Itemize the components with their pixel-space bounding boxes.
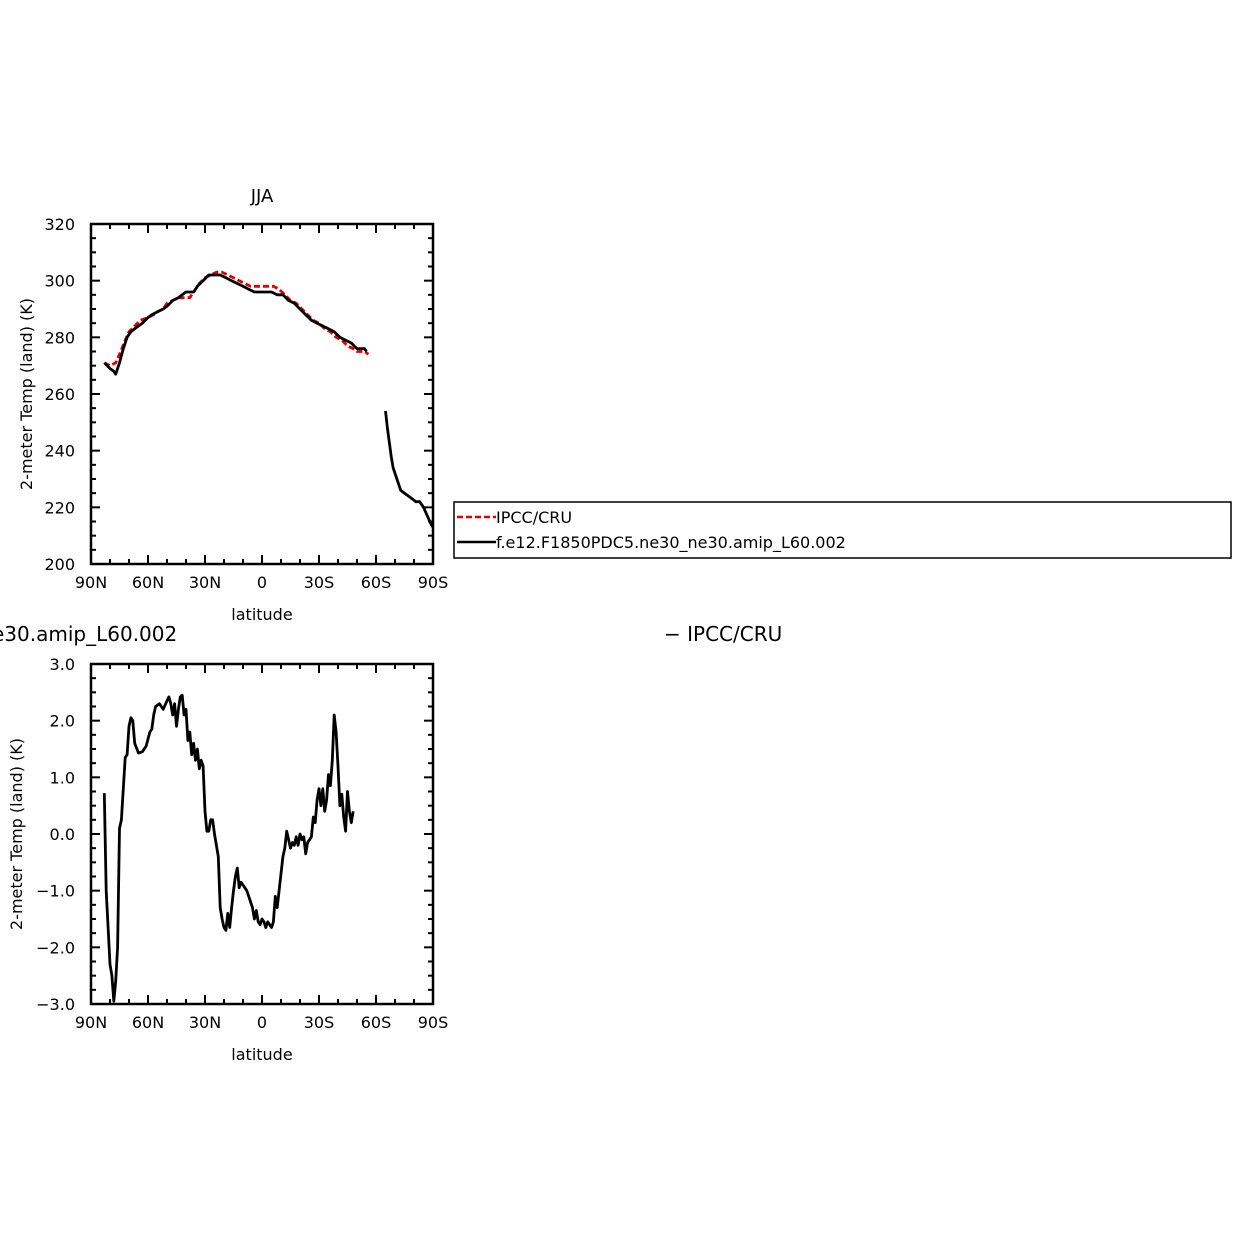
legend-label-model: f.e12.F1850PDC5.ne30_ne30.amip_L60.002 (496, 533, 846, 553)
top-panel-axes: 90N 60N 30N 0 30S 60S 90S 200 220 240 260 280 300 320 (44, 215, 448, 592)
panel-top: JJA 90N 60N 30N 0 30S 60S 90S 200 220 240 260 280 30… (17, 186, 448, 624)
top-ytick-label: 260 (44, 385, 75, 404)
top-ytick-label: 240 (44, 442, 75, 461)
bottom-xtick-label: 30N (189, 1013, 221, 1032)
panel-bottom: e30.amip_L60.002 − IPCC/CRU 90N 60N 30N 0 30… (0, 622, 782, 1064)
bottom-panel-ylabel: 2-meter Temp (land) (K) (7, 738, 26, 930)
top-series-line-0 (103, 270, 370, 368)
bottom-plot-frame (89, 662, 435, 1006)
bottom-ytick-label: 2.0 (50, 712, 75, 731)
bottom-xtick-label: 90N (75, 1013, 107, 1032)
legend: IPCC/CRU f.e12.F1850PDC5.ne30_ne30.amip_… (453, 501, 1232, 559)
bottom-ytick-label: 3.0 (50, 655, 75, 674)
bottom-ytick-label: 0.0 (50, 825, 75, 844)
bottom-ytick-label: 1.0 (50, 768, 75, 787)
bottom-xtick-label: 90S (418, 1013, 449, 1032)
bottom-panel-xlabel: latitude (231, 1045, 292, 1064)
bottom-xtick-label: 0 (257, 1013, 267, 1032)
bottom-panel-title: e30.amip_L60.002 (0, 622, 177, 646)
top-panel-xlabel: latitude (231, 605, 292, 624)
bottom-ytick-label: −3.0 (36, 995, 75, 1014)
top-xtick-label: 60S (361, 573, 392, 592)
bottom-xtick-label: 30S (304, 1013, 335, 1032)
bottom-series-line-0 (102, 693, 355, 1003)
bottom-panel-axes: 90N 60N 30N 0 30S 60S 90S −3.0 −2.0 −1.0 0.0 1.0 2.0… (36, 655, 448, 1032)
bottom-panel-title-right: − IPCC/CRU (664, 622, 782, 646)
top-xtick-label: 90N (75, 573, 107, 592)
top-xtick-label: 30N (189, 573, 221, 592)
top-ytick-label: 300 (44, 272, 75, 291)
bottom-panel-series (102, 693, 355, 1003)
bottom-xtick-label: 60N (132, 1013, 164, 1032)
top-panel-ylabel: 2-meter Temp (land) (K) (17, 298, 36, 490)
top-panel-title: JJA (250, 186, 274, 207)
top-ytick-label: 320 (44, 215, 75, 234)
bottom-ytick-label: −2.0 (36, 938, 75, 957)
top-ytick-label: 280 (44, 328, 75, 347)
legend-label-ipcc: IPCC/CRU (496, 508, 572, 527)
top-series-line-1 (103, 273, 368, 376)
top-xtick-label: 90S (418, 573, 449, 592)
top-xtick-label: 60N (132, 573, 164, 592)
top-xtick-label: 30S (304, 573, 335, 592)
top-xtick-label: 0 (257, 573, 267, 592)
top-series-line-1-seg2 (384, 410, 435, 528)
bottom-xtick-label: 60S (361, 1013, 392, 1032)
bottom-ytick-label: −1.0 (36, 882, 75, 901)
top-ytick-label: 220 (44, 498, 75, 517)
legend-box (453, 501, 1232, 559)
top-plot-frame (89, 222, 435, 566)
top-ytick-label: 200 (44, 555, 75, 574)
top-panel-series (103, 270, 435, 528)
